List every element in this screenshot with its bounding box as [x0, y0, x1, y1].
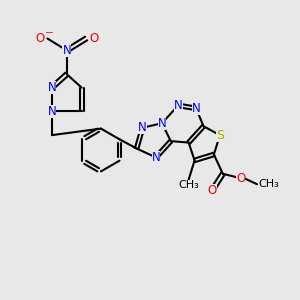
Text: CH₃: CH₃	[178, 180, 199, 190]
Text: −: −	[45, 28, 53, 38]
Text: O: O	[208, 184, 217, 196]
Text: CH₃: CH₃	[259, 179, 279, 189]
Text: O: O	[35, 32, 44, 45]
Text: N: N	[138, 121, 147, 134]
Text: O: O	[236, 172, 245, 185]
Text: N: N	[158, 117, 166, 130]
Text: N: N	[174, 99, 183, 112]
Text: N: N	[62, 44, 71, 57]
Text: N: N	[47, 105, 56, 118]
Text: O: O	[89, 32, 98, 45]
Text: N: N	[192, 102, 200, 115]
Text: S: S	[216, 129, 224, 142]
Text: N: N	[152, 151, 160, 164]
Text: N: N	[47, 81, 56, 94]
